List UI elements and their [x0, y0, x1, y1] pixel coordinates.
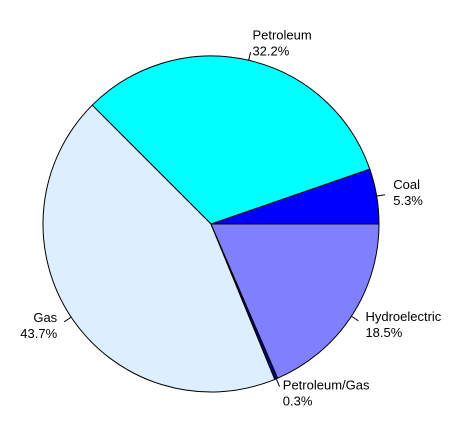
slice-value-label: 0.3%: [283, 394, 313, 409]
slice-label: Petroleum: [252, 27, 311, 42]
slice-label: Petroleum/Gas: [283, 378, 370, 393]
label-tick: [376, 194, 386, 197]
label-tick: [351, 315, 359, 322]
pie-slice: [42, 104, 276, 393]
slice-label: Coal: [393, 177, 420, 192]
slice-label: Gas: [33, 310, 57, 325]
label-tick: [63, 316, 72, 323]
pie-slice: [210, 223, 380, 379]
slice-value-label: 43.7%: [20, 326, 57, 341]
slice-value-label: 18.5%: [365, 325, 402, 340]
label-tick: [248, 51, 252, 61]
slice-value-label: 5.3%: [393, 193, 423, 208]
slice-value-label: 32.2%: [252, 43, 289, 58]
label-tick: [275, 378, 280, 387]
slice-label: Hydroelectric: [365, 309, 441, 324]
